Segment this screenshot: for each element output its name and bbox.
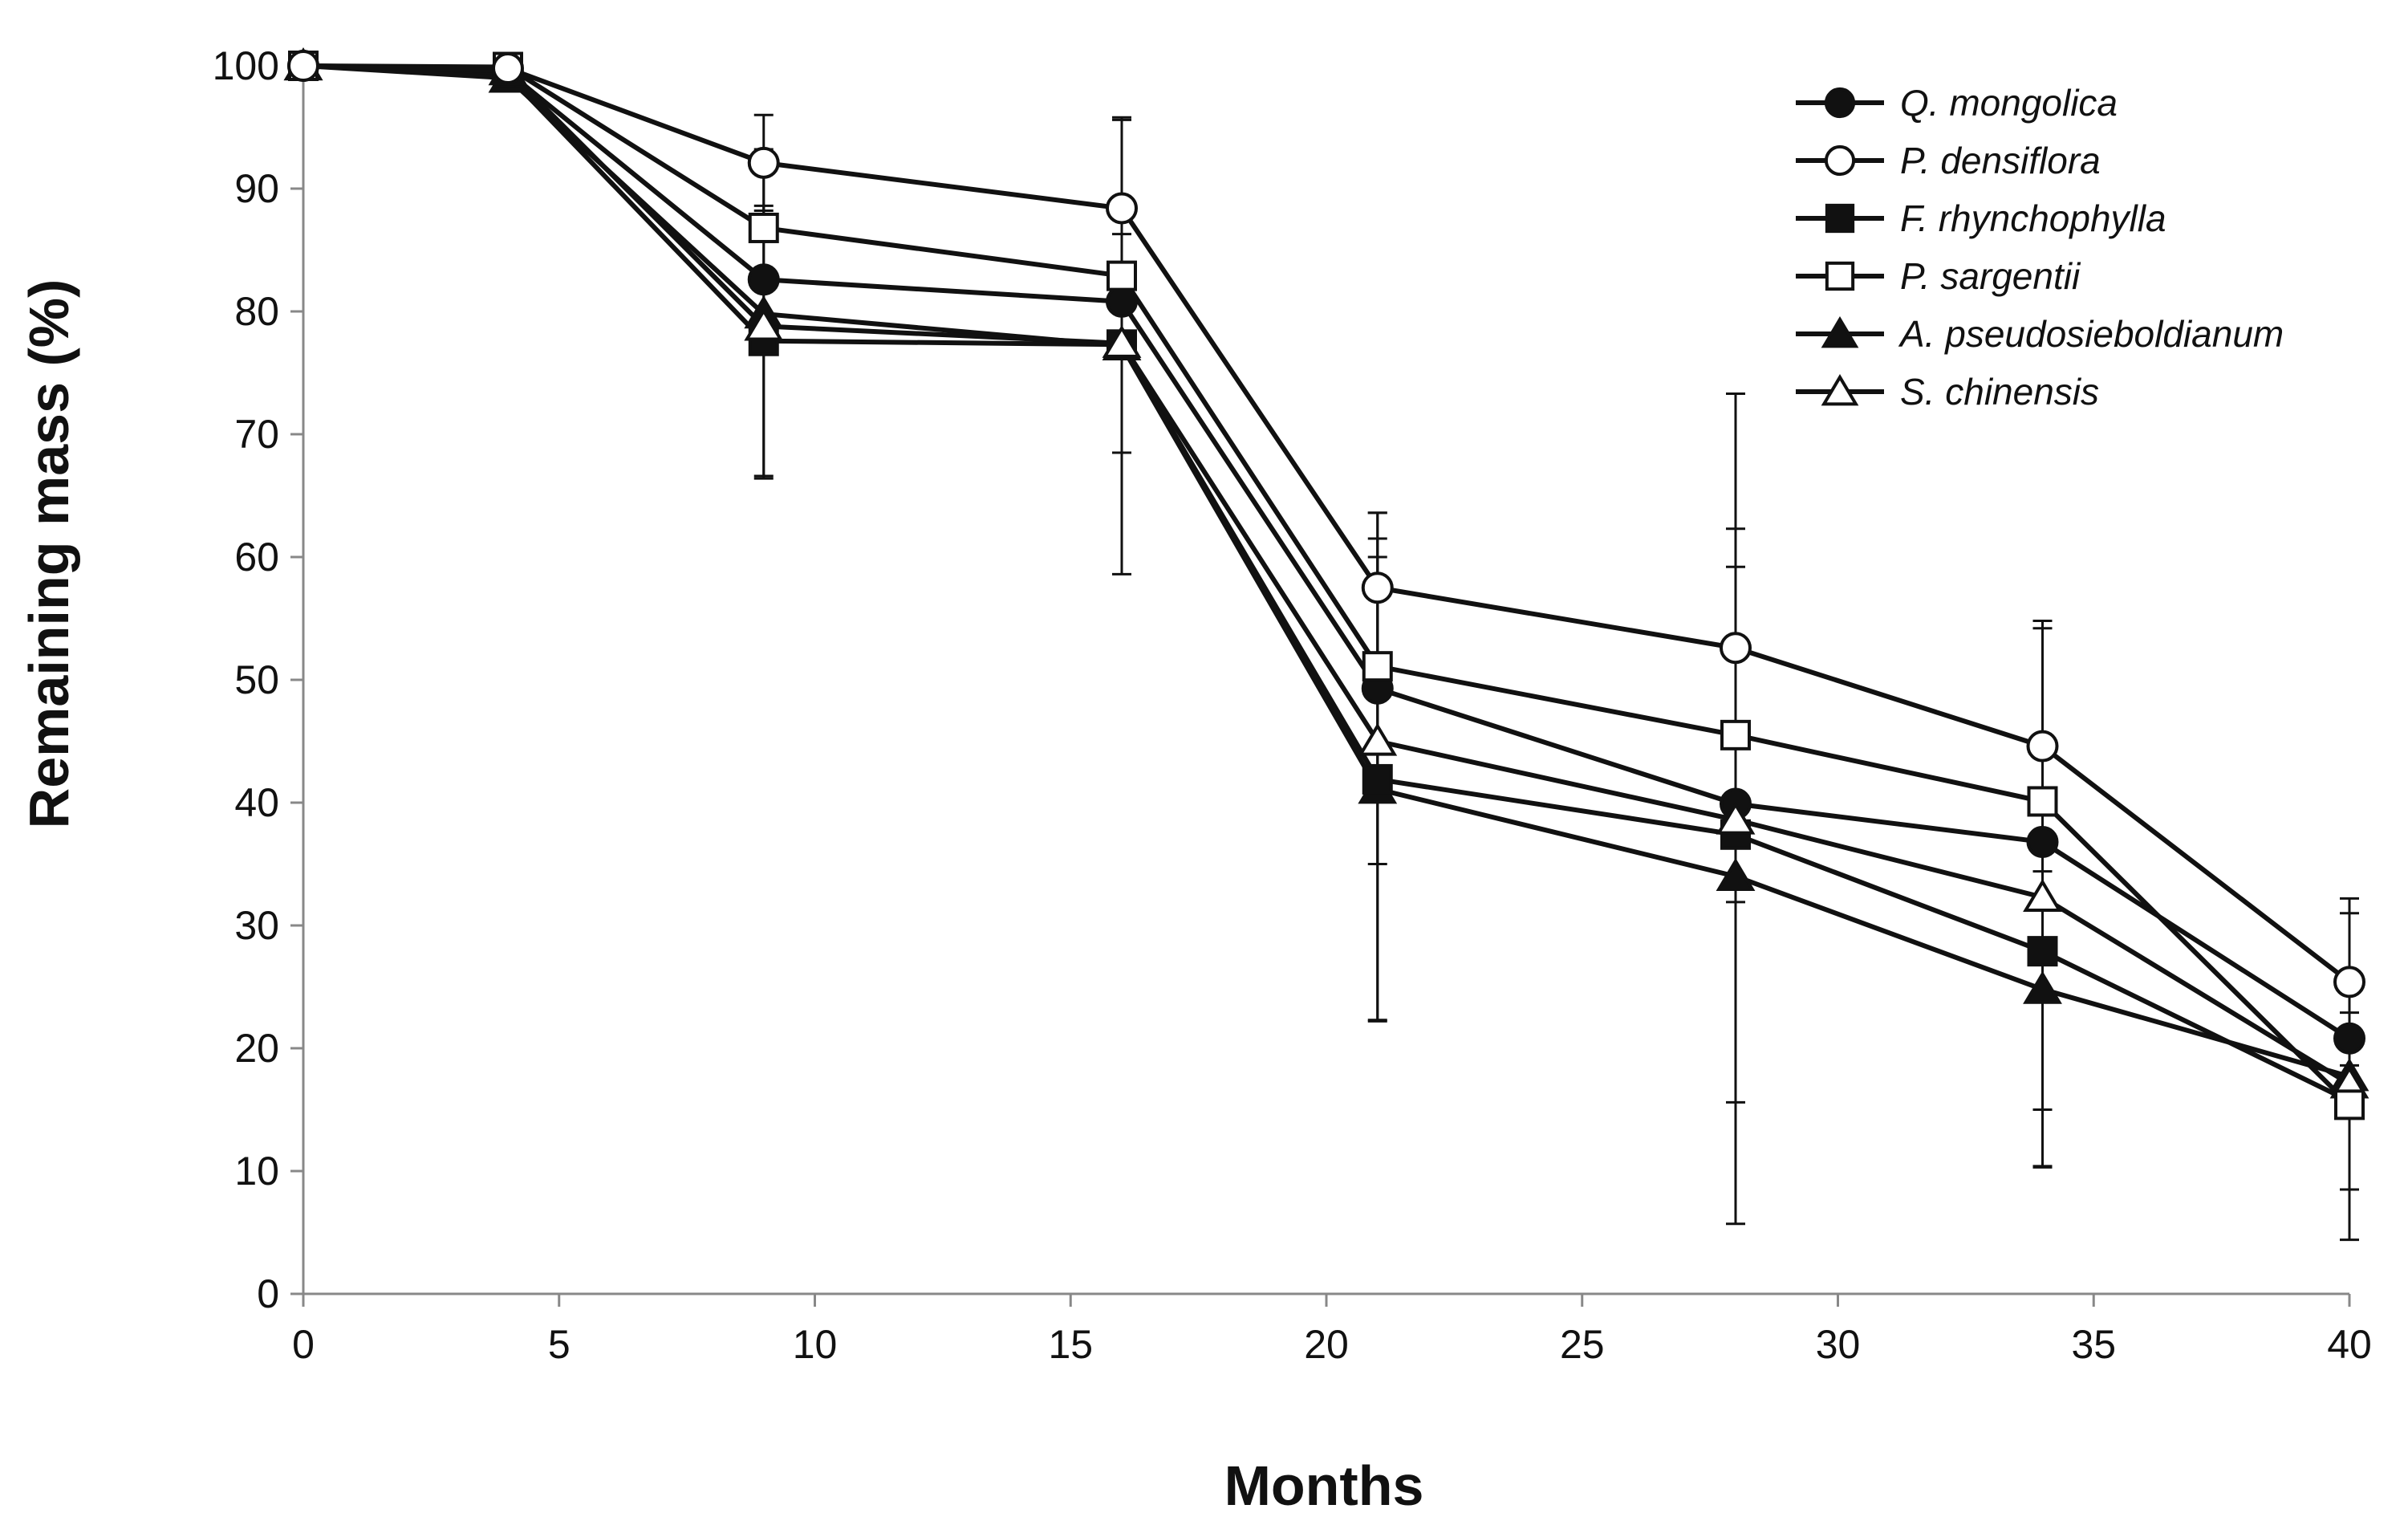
series-line-q-mongolica (303, 63, 2351, 1041)
y-tick-label: 70 (234, 412, 279, 457)
x-axis-title: Months (1224, 1454, 1424, 1517)
data-point-p-densiflora (492, 52, 524, 85)
data-point-s-chinensis (1716, 801, 1756, 835)
legend-marker-q-mongolica (1824, 87, 1856, 119)
error-bars (753, 113, 2359, 1242)
x-tick-label: 20 (1304, 1322, 1349, 1367)
legend-marker-p-sargentii (1825, 261, 1855, 291)
data-point-p-densiflora (1720, 632, 1752, 665)
data-point-p-sargentii (1107, 260, 1137, 291)
y-axis-title: Remaining mass (%) (18, 279, 80, 829)
data-markers (283, 47, 2369, 1120)
legend: Q. mongolica P. densiflora F. rhynchophyll… (1796, 82, 2284, 413)
data-point-s-chinensis (2023, 878, 2062, 912)
data-point-q-mongolica (747, 263, 780, 296)
y-tick-label: 50 (234, 657, 279, 702)
data-point-p-densiflora (2026, 730, 2059, 763)
x-tick-label: 40 (2327, 1322, 2372, 1367)
data-point-q-mongolica (2333, 1022, 2365, 1055)
data-point-p-densiflora (2333, 966, 2365, 998)
axes: 0 10 20 30 40 50 60 70 80 90 100 0 5 10 15 20 25 30 35 40 (213, 43, 2372, 1367)
legend-label-p-densiflora: P. densiflora (1900, 140, 2101, 181)
y-tick-label: 10 (234, 1149, 279, 1194)
series-line-a-pseudosieboldianum (303, 63, 2350, 1080)
data-point-p-sargentii (2334, 1089, 2365, 1120)
data-point-f-rhynchophylla (2027, 936, 2058, 967)
x-tick-label: 15 (1048, 1322, 1093, 1367)
data-point-f-rhynchophylla (1362, 763, 1393, 795)
y-tick-label: 30 (234, 903, 279, 948)
data-point-p-densiflora (747, 146, 780, 179)
y-tick-label: 40 (234, 780, 279, 825)
data-point-q-mongolica (2026, 825, 2059, 858)
x-tick-label: 35 (2071, 1322, 2116, 1367)
legend-label-s-chinensis: S. chinensis (1900, 371, 2099, 413)
legend-marker-a-pseudosieboldianum (1821, 316, 1859, 348)
y-tick-label: 60 (234, 535, 279, 580)
data-point-p-densiflora (1106, 192, 1138, 225)
legend-marker-f-rhynchophylla (1825, 203, 1855, 234)
legend-label-a-pseudosieboldianum: A. pseudosieboldianum (1898, 313, 2284, 355)
data-point-p-sargentii (748, 212, 779, 243)
legend-label-f-rhynchophylla: F. rhynchophylla (1900, 197, 2166, 239)
data-point-a-pseudosieboldianum (1716, 857, 1756, 891)
y-tick-label: 20 (234, 1026, 279, 1071)
series-line-p-sargentii (303, 63, 2352, 1107)
x-tick-label: 10 (793, 1322, 838, 1367)
data-point-a-pseudosieboldianum (2023, 970, 2062, 1004)
legend-label-q-mongolica: Q. mongolica (1900, 82, 2118, 124)
x-tick-label: 0 (292, 1322, 315, 1367)
series-line-p-densiflora (303, 63, 2351, 984)
series-line-s-chinensis (303, 63, 2351, 1086)
data-point-p-densiflora (1361, 571, 1394, 604)
data-point-s-chinensis (1102, 324, 1142, 358)
y-tick-label: 90 (234, 166, 279, 211)
y-tick-label: 80 (234, 289, 279, 334)
series-lines (303, 63, 2352, 1107)
data-point-q-mongolica (1106, 285, 1138, 318)
x-tick-label: 30 (1816, 1322, 1861, 1367)
data-point-s-chinensis (1358, 722, 1398, 756)
data-point-p-sargentii (1720, 719, 1751, 750)
data-point-s-chinensis (744, 307, 784, 341)
y-tick-label: 0 (257, 1271, 279, 1316)
legend-label-p-sargentii: P. sargentii (1900, 255, 2081, 297)
data-point-p-sargentii (2027, 786, 2058, 817)
x-tick-label: 5 (548, 1322, 571, 1367)
legend-marker-s-chinensis (1821, 374, 1859, 406)
data-point-p-densiflora (287, 50, 319, 82)
x-tick-label: 25 (1560, 1322, 1605, 1367)
y-tick-label: 100 (213, 43, 279, 88)
data-point-p-sargentii (1362, 651, 1393, 682)
legend-marker-p-densiflora (1824, 144, 1856, 177)
